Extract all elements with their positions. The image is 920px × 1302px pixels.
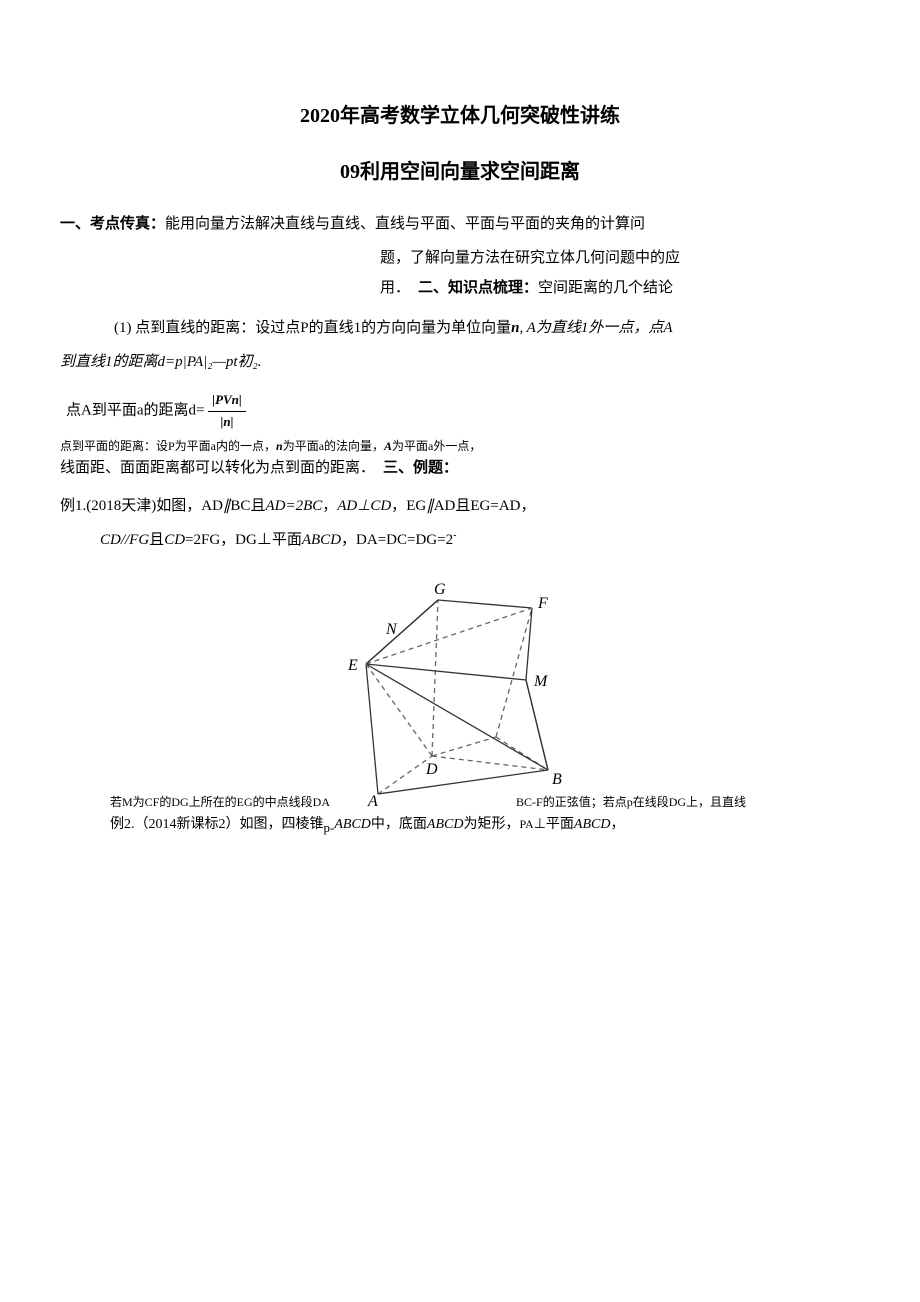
item-2-line1a: 点A到平面a的距离d=: [66, 403, 204, 419]
example-2: 例2.（2014新课标2）如图，四棱锥p-ABCD中，底面ABCD为矩形，PA⊥…: [110, 814, 860, 839]
item-1-label: (1): [114, 320, 132, 336]
item-2-line1: 点A到平面a的距离d= |PVn| |n|: [66, 390, 860, 433]
item-2-n: n: [276, 439, 283, 453]
fraction-num: |PVn|: [208, 390, 246, 412]
section-2-heading: 二、知识点梳理：: [418, 280, 538, 296]
ex1-ad2bc: AD=2BC: [265, 498, 322, 514]
caption-row: 若M为CF的DG上所在的EG的中点线段DA BC-F的正弦值；若点p在线段DG上…: [60, 793, 860, 812]
section-1-line3a: 用．: [380, 280, 410, 296]
ex1-egad2: EG=AD: [470, 498, 520, 514]
svg-text:G: G: [434, 581, 446, 598]
ex1-adcd: AD⊥CD: [337, 498, 391, 514]
svg-text:A: A: [367, 793, 378, 807]
section-1-line2: 题，了解向量方法在研究立体几何问题中的应: [380, 246, 860, 270]
section-1-text1: 能用向量方法解决直线与直线、直线与平面、平面与平面的夹角的计算问: [165, 216, 645, 232]
page-subtitle: 09利用空间向量求空间距离: [60, 156, 860, 188]
caption-left: 若M为CF的DG上所在的EG的中点线段DA: [110, 793, 330, 812]
item-1-line1: (1) 点到直线的距离：设过点P的直线1的方向向量为单位向量n, A为直线1外一…: [114, 316, 860, 340]
item-2-line2: 点到平面的距离：设P为平面a内的一点，n为平面a的法向量，A为平面a外一点，: [60, 437, 860, 456]
svg-text:F: F: [537, 595, 548, 612]
ex1-cd2fg: CD: [164, 532, 185, 548]
section-2-tail: 空间距离的几个结论: [538, 280, 673, 296]
ex1-egad: EG∥AD: [406, 498, 455, 514]
item-2-line2b: 为平面a的法向量，: [283, 439, 384, 453]
figure-container: G F N E M D B A 若M为CF的DG上所在的EG的中点线段DA BC-F的正弦值；…: [60, 572, 860, 839]
item-1-line2: 到直线1的距离d=p|PA|₂—pt初₂.: [60, 350, 860, 374]
ex1-label: 例1.(2018天津)如图，: [60, 498, 201, 514]
svg-text:N: N: [385, 621, 398, 638]
item-2-line2a: 点到平面的距离：设P为平面a内的一点，: [60, 439, 276, 453]
ex1-cdfg: CD//FG: [100, 532, 149, 548]
geometry-figure: G F N E M D B A: [310, 572, 610, 807]
svg-text:B: B: [552, 771, 562, 788]
ex1-t1: AD∥BC: [201, 498, 250, 514]
section-1-line3: 用． 二、知识点梳理：空间距离的几个结论: [380, 276, 860, 300]
section-1-heading: 一、考点传真：: [60, 216, 165, 232]
item-1-texta: 点到直线的距离：设过点P的直线1的方向向量为单位向量: [132, 320, 512, 336]
fraction-den: |n|: [208, 412, 246, 433]
fraction: |PVn| |n|: [208, 390, 246, 433]
caption-right: BC-F的正弦值；若点p在线段DG上，且直线: [516, 793, 746, 812]
section-3-heading: 三、例题：: [383, 460, 458, 476]
item-2-a: A: [384, 439, 392, 453]
svg-text:D: D: [425, 761, 438, 778]
item-1-line2-text: 到直线1的距离d=p|PA|₂—pt初₂.: [60, 354, 261, 370]
item-2-line3a: 线面距、面面距离都可以转化为点到面的距离．: [60, 460, 375, 476]
item-2-line3: 线面距、面面距离都可以转化为点到面的距离． 三、例题：: [60, 456, 860, 480]
example-1-line2: CD//FG且CD=2FG，DG⊥平面ABCD，DA=DC=DG=2-: [100, 528, 860, 552]
ex2-a: 例2.（2014新课标2）如图，四棱锥: [110, 817, 324, 832]
item-2-line2c: 为平面a外一点，: [392, 439, 481, 453]
item-1-textb: , A为直线1外一点，点A: [519, 320, 672, 336]
svg-text:M: M: [533, 673, 549, 690]
page-title: 2020年高考数学立体几何突破性讲练: [60, 100, 860, 132]
svg-text:E: E: [347, 657, 358, 674]
section-1-line1: 一、考点传真：能用向量方法解决直线与直线、直线与平面、平面与平面的夹角的计算问: [60, 212, 860, 236]
example-1-line1: 例1.(2018天津)如图，AD∥BC且AD=2BC，AD⊥CD，EG∥AD且E…: [60, 494, 860, 518]
